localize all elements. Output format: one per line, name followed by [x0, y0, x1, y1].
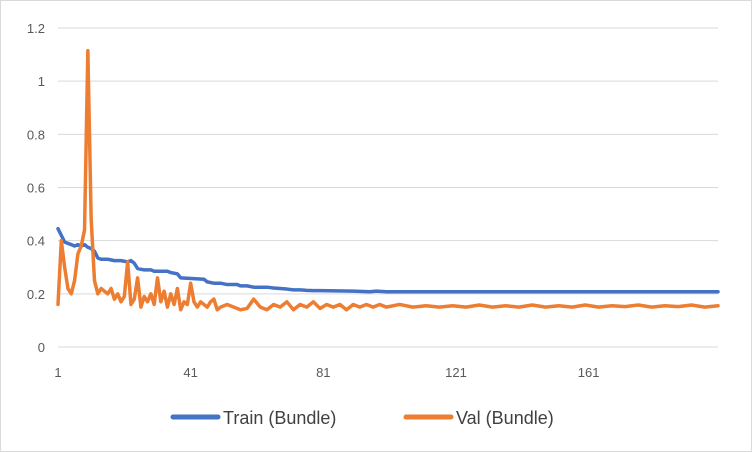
gridlines — [58, 27, 718, 348]
x-axis-ticks: 1 41 81 121 161 — [54, 365, 599, 380]
x-tick-label: 81 — [316, 365, 330, 380]
y-tick-label: 1 — [38, 74, 45, 89]
series-line-train — [56, 226, 720, 294]
y-tick-label: 0.8 — [27, 127, 45, 142]
x-tick-label: 41 — [183, 365, 197, 380]
x-tick-label: 121 — [445, 365, 467, 380]
y-tick-label: 0.2 — [27, 287, 45, 302]
plot-series — [56, 48, 720, 312]
series-line-val — [56, 48, 720, 312]
y-tick-label: 0.6 — [27, 181, 45, 196]
y-tick-label: 0.4 — [27, 234, 45, 249]
y-tick-label: 1.2 — [27, 21, 45, 36]
y-tick-label: 0 — [38, 340, 45, 355]
y-axis-ticks: 0 0.2 0.4 0.6 0.8 1 1.2 — [27, 21, 45, 355]
legend: Train (Bundle) Val (Bundle) — [170, 408, 554, 428]
legend-label-val: Val (Bundle) — [456, 408, 554, 428]
x-tick-label: 1 — [54, 365, 61, 380]
legend-label-train: Train (Bundle) — [223, 408, 336, 428]
x-tick-label: 161 — [578, 365, 600, 380]
